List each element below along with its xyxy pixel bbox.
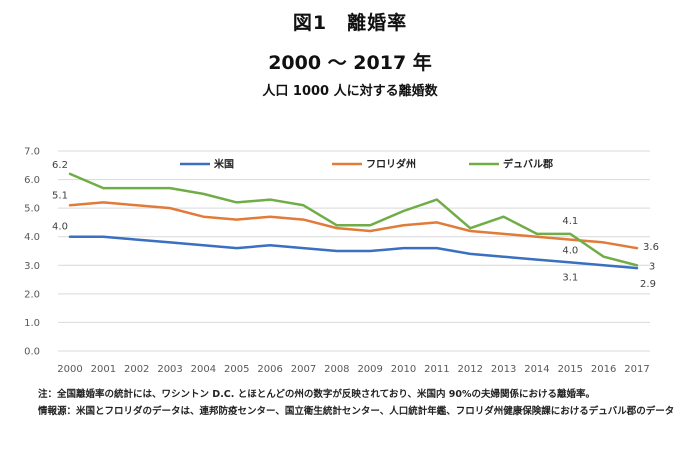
x-tick-label: 2016 (591, 364, 616, 375)
y-tick-label: 5.0 (24, 204, 40, 215)
data-label: 4.0 (562, 246, 578, 257)
legend-label: デュバル郡 (503, 158, 553, 171)
data-label: 5.1 (52, 190, 68, 201)
x-tick-label: 2013 (491, 364, 516, 375)
series-line (68, 172, 639, 267)
series-line (68, 201, 639, 250)
x-tick-label: 2007 (291, 364, 316, 375)
data-label: 4.0 (52, 222, 68, 233)
y-tick-label: 6.0 (24, 175, 40, 186)
y-axis-ticks: 0.0 1.0 2.0 3.0 4.0 5.0 6.0 7.0 (24, 147, 40, 358)
x-tick-label: 2003 (157, 364, 182, 375)
series-lines (68, 172, 639, 270)
x-tick-label: 2002 (124, 364, 149, 375)
chart-title: 図1 離婚率 (292, 12, 408, 34)
data-label: 3 (649, 261, 655, 272)
y-tick-label: 1.0 (24, 318, 40, 329)
source-text: 情報源：米国とフロリダのデータは、連邦防疫センター、国立衛生統計センター、人口統… (38, 406, 675, 417)
data-label: 2.9 (640, 279, 656, 290)
legend-label: フロリダ州 (366, 158, 416, 171)
x-tick-label: 2005 (224, 364, 249, 375)
x-tick-label: 2001 (91, 364, 116, 375)
data-label: 6.2 (52, 160, 68, 171)
data-label: 3.1 (562, 272, 578, 283)
x-tick-label: 2014 (524, 364, 549, 375)
data-labels: 6.2 5.1 4.0 4.1 4.0 3.1 3.6 3 2.9 (52, 160, 659, 290)
legend: 米国 フロリダ州 デュバル郡 (180, 158, 553, 171)
y-tick-label: 0.0 (24, 347, 40, 358)
series-line (68, 235, 639, 270)
legend-label: 米国 (214, 158, 234, 171)
data-label: 4.1 (562, 216, 578, 227)
x-tick-label: 2011 (424, 364, 449, 375)
y-tick-label: 3.0 (24, 261, 40, 272)
x-tick-label: 2015 (558, 364, 583, 375)
x-tick-label: 2010 (391, 364, 416, 375)
y-tick-label: 4.0 (24, 232, 40, 243)
x-tick-label: 2006 (257, 364, 282, 375)
x-tick-label: 2017 (624, 364, 649, 375)
x-tick-label: 2008 (324, 364, 349, 375)
footnotes: 注：全国離婚率の統計には、ワシントン D.C. とほとんどの州の数字が反映されて… (38, 386, 678, 420)
x-axis-ticks: 2000 2001 2002 2003 2004 2005 2006 2007 2008 2009… (57, 364, 649, 375)
y-tick-label: 2.0 (24, 289, 40, 300)
data-label: 3.6 (643, 242, 659, 253)
x-tick-label: 2012 (458, 364, 483, 375)
x-tick-label: 2009 (357, 364, 382, 375)
note-text: 注：全国離婚率の統計には、ワシントン D.C. とほとんどの州の数字が反映されて… (38, 389, 596, 400)
chart-caption: 人口 1000 人に対する離婚数 (262, 84, 438, 99)
x-tick-label: 2000 (57, 364, 82, 375)
y-tick-label: 7.0 (24, 147, 40, 158)
chart-subtitle: 2000 ～ 2017 年 (268, 52, 432, 74)
x-tick-label: 2004 (191, 364, 216, 375)
